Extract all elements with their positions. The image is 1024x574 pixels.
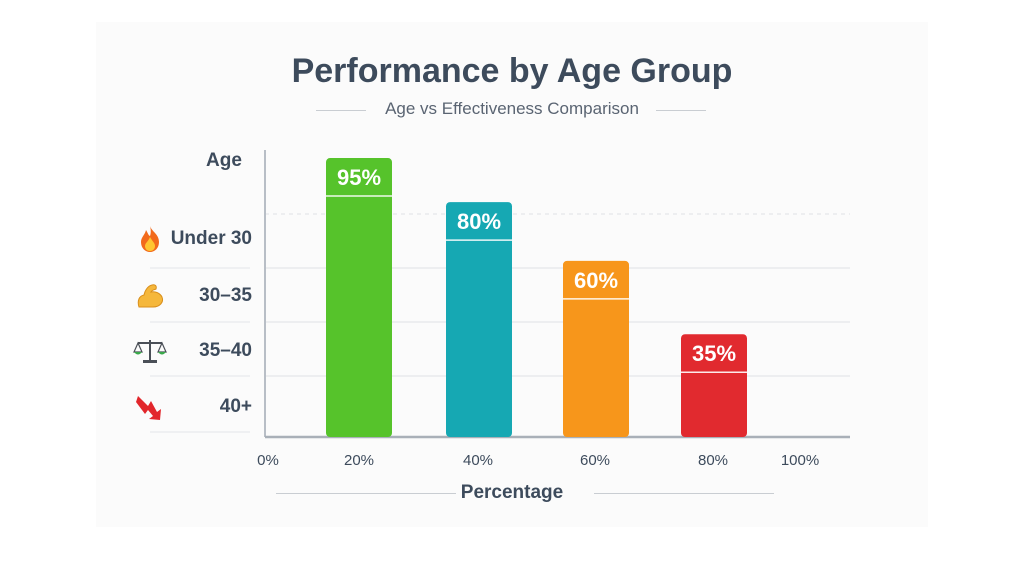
x-tick: 80% xyxy=(697,452,729,469)
bar-value-label: 35% xyxy=(692,341,736,366)
chart-title: Performance by Age Group xyxy=(291,52,733,90)
category-35-40: 35–40 xyxy=(132,336,252,366)
fire-icon xyxy=(132,224,168,254)
flexed-biceps-icon xyxy=(132,281,168,311)
category-40-plus: 40+ xyxy=(132,392,252,422)
x-tick: 60% xyxy=(579,452,611,469)
bar-value-label: 95% xyxy=(337,165,381,190)
down-arrow-icon xyxy=(132,392,168,422)
x-tick: 20% xyxy=(343,452,375,469)
category-30-35: 30–35 xyxy=(132,281,252,311)
subtitle-rule-left xyxy=(316,110,366,111)
category-under-30: Under 30 xyxy=(132,224,252,254)
bar xyxy=(563,260,629,437)
x-axis-title: Percentage xyxy=(460,482,564,503)
category-label: 35–40 xyxy=(199,340,252,361)
x-tick: 100% xyxy=(780,452,820,469)
x-tick: 0% xyxy=(257,452,279,469)
bar xyxy=(326,158,392,437)
category-label: 30–35 xyxy=(199,285,252,306)
balance-scale-icon xyxy=(132,336,168,366)
bar-value-label: 80% xyxy=(457,209,501,234)
chart-subtitle: Age vs Effectiveness Comparison xyxy=(385,99,639,118)
x-tick: 40% xyxy=(462,452,494,469)
xlabel-rule-right xyxy=(594,493,774,494)
bar xyxy=(681,334,747,437)
xlabel-rule-left xyxy=(276,493,456,494)
bar xyxy=(446,202,512,437)
subtitle-rule-right xyxy=(656,110,706,111)
y-axis-title: Age xyxy=(206,150,242,171)
category-label: Under 30 xyxy=(170,228,252,249)
bar-value-label: 60% xyxy=(574,268,618,293)
category-label: 40+ xyxy=(219,396,252,417)
